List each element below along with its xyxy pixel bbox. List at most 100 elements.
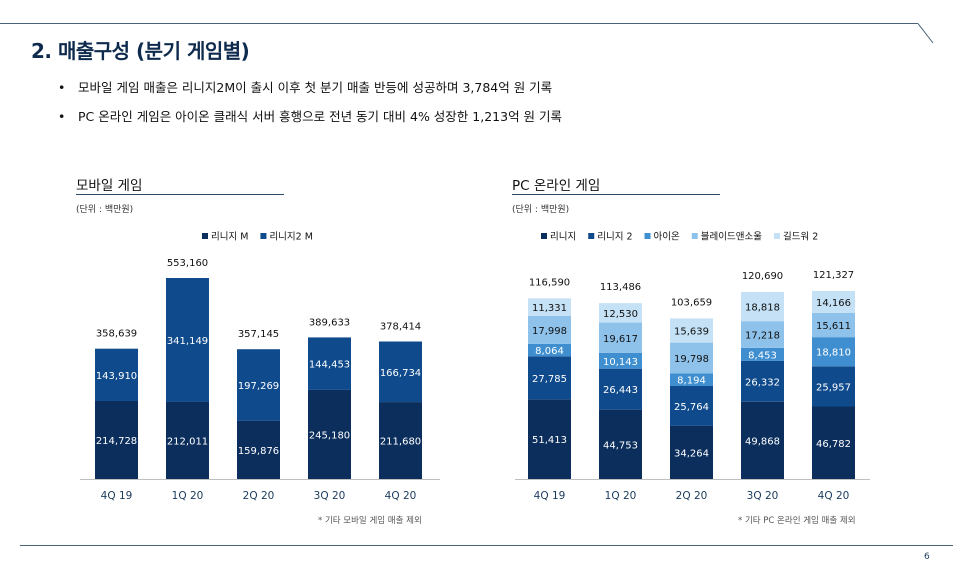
- total-label: 116,590: [529, 277, 570, 288]
- bullet-dot: •: [58, 109, 66, 124]
- bar-segment: [812, 366, 855, 407]
- data-label: 26,443: [603, 385, 638, 396]
- pc-chart-title: PC 온라인 게임: [512, 178, 601, 194]
- data-label: 51,413: [532, 435, 567, 446]
- data-label: 143,910: [96, 371, 137, 382]
- data-label: 27,785: [532, 374, 567, 385]
- data-label: 15,611: [816, 321, 851, 332]
- data-label: 25,764: [674, 402, 709, 413]
- bullet-item: • PC 온라인 게임은 아이온 클래식 서버 흥행으로 전년 동기 대비 4% …: [58, 106, 562, 125]
- bar-segment: [528, 315, 571, 344]
- data-label: 17,218: [745, 330, 780, 341]
- mobile-chart-title: 모바일 게임: [76, 178, 143, 194]
- data-label: 197,269: [238, 381, 279, 392]
- legend-label: 길드워 2: [783, 231, 818, 243]
- legend-swatch: [541, 233, 547, 239]
- total-label: 553,160: [167, 258, 208, 269]
- x-tick-label: 4Q 20: [818, 490, 850, 502]
- x-tick-label: 4Q 19: [534, 490, 566, 502]
- bar-segment: [528, 399, 571, 479]
- bar-segment: [812, 312, 855, 338]
- bar-segment: [166, 278, 209, 402]
- data-label: 18,818: [745, 303, 780, 314]
- bar-segment: [599, 303, 642, 323]
- data-label: 214,728: [96, 436, 137, 447]
- data-label: 44,753: [603, 440, 638, 451]
- x-tick-label: 1Q 20: [172, 490, 204, 502]
- total-label: 103,659: [671, 297, 712, 308]
- bar-segment: [528, 356, 571, 400]
- legend-swatch: [588, 233, 595, 239]
- bar-segment: [237, 420, 280, 479]
- data-label: 159,876: [238, 446, 279, 457]
- header-rule: [0, 23, 918, 24]
- pc-unit-label: (단위 : 백만원): [512, 205, 570, 215]
- bar-segment: [308, 389, 351, 479]
- bar-segment: [670, 318, 713, 343]
- legend-swatch: [773, 233, 780, 239]
- data-label: 10,143: [603, 357, 638, 368]
- x-tick-label: 3Q 20: [747, 490, 779, 502]
- bar-segment: [95, 400, 138, 479]
- data-label: 14,166: [816, 298, 851, 309]
- x-tick-label: 1Q 20: [605, 490, 637, 502]
- bar-segment: [308, 337, 351, 390]
- bar-segment: [237, 349, 280, 421]
- data-label: 12,530: [603, 309, 638, 320]
- data-label: 18,810: [816, 348, 851, 359]
- total-label: 357,145: [238, 329, 279, 340]
- total-label: 378,414: [380, 321, 421, 332]
- pc-chart: 리니지 리니지 2 아이온 블레이드앤소울 길드워 2 51,413 27,785 8,064…: [515, 231, 870, 502]
- bar-segment: [599, 352, 642, 369]
- bar-segment: [379, 341, 422, 403]
- data-label: 17,998: [532, 326, 567, 337]
- bar-segment: [812, 337, 855, 367]
- x-tick-label: 2Q 20: [676, 490, 708, 502]
- mobile-unit-label: (단위 : 백만원): [76, 205, 134, 215]
- bar-segment: [599, 409, 642, 479]
- data-label: 8,194: [677, 376, 706, 387]
- bullet-text: 모바일 게임 매출은 리니지2M이 출시 이후 첫 분기 매출 반등에 성공하며…: [78, 80, 553, 95]
- bar-segment: [528, 343, 571, 357]
- pc-footnote: * 기타 PC 온라인 게임 매출 제외: [738, 516, 856, 526]
- data-label: 19,617: [603, 334, 638, 345]
- bullet-text: PC 온라인 게임은 아이온 클래식 서버 흥행으로 전년 동기 대비 4% 성…: [78, 109, 563, 124]
- bar-segment: [670, 342, 713, 374]
- data-label: 34,264: [674, 448, 709, 459]
- bar-segment: [599, 368, 642, 410]
- total-label: 389,633: [309, 317, 350, 328]
- x-tick-label: 2Q 20: [243, 490, 275, 502]
- data-label: 25,957: [816, 382, 851, 393]
- bar-segment: [741, 360, 784, 402]
- bar-segment: [741, 347, 784, 361]
- legend-label: 리니지 M: [211, 232, 248, 243]
- data-label: 46,782: [816, 439, 851, 450]
- bar-segment: [670, 373, 713, 386]
- total-label: 358,639: [96, 329, 137, 340]
- data-label: 8,064: [535, 346, 564, 357]
- data-label: 26,332: [745, 377, 780, 388]
- data-label: 49,868: [745, 436, 780, 447]
- data-label: 341,149: [167, 336, 208, 347]
- bullet-dot: •: [58, 80, 66, 95]
- data-label: 211,680: [380, 437, 421, 448]
- bar-segment: [670, 385, 713, 426]
- data-label: 245,180: [309, 430, 350, 441]
- bar-segment: [741, 401, 784, 479]
- legend-label: 아이온: [654, 232, 680, 243]
- bullet-item: • 모바일 게임 매출은 리니지2M이 출시 이후 첫 분기 매출 반등에 성공하…: [58, 77, 552, 96]
- legend-label: 리니지: [550, 232, 576, 243]
- mobile-chart: 리니지 M 리니지2 M 214,728 143,910 358,639 4Q 19 212…: [80, 232, 440, 502]
- bar-segment: [670, 425, 713, 479]
- bar-segment: [599, 322, 642, 353]
- bar-segment: [812, 291, 855, 313]
- bar-segment: [379, 402, 422, 479]
- bar-segment: [95, 348, 138, 401]
- data-label: 212,011: [167, 436, 208, 447]
- bar-segment: [741, 321, 784, 348]
- total-label: 113,486: [600, 282, 641, 293]
- bar-segment: [528, 298, 571, 316]
- legend-swatch: [260, 233, 267, 239]
- page-number: 6: [924, 552, 930, 562]
- mobile-footnote: * 기타 모바일 게임 매출 제외: [318, 516, 422, 526]
